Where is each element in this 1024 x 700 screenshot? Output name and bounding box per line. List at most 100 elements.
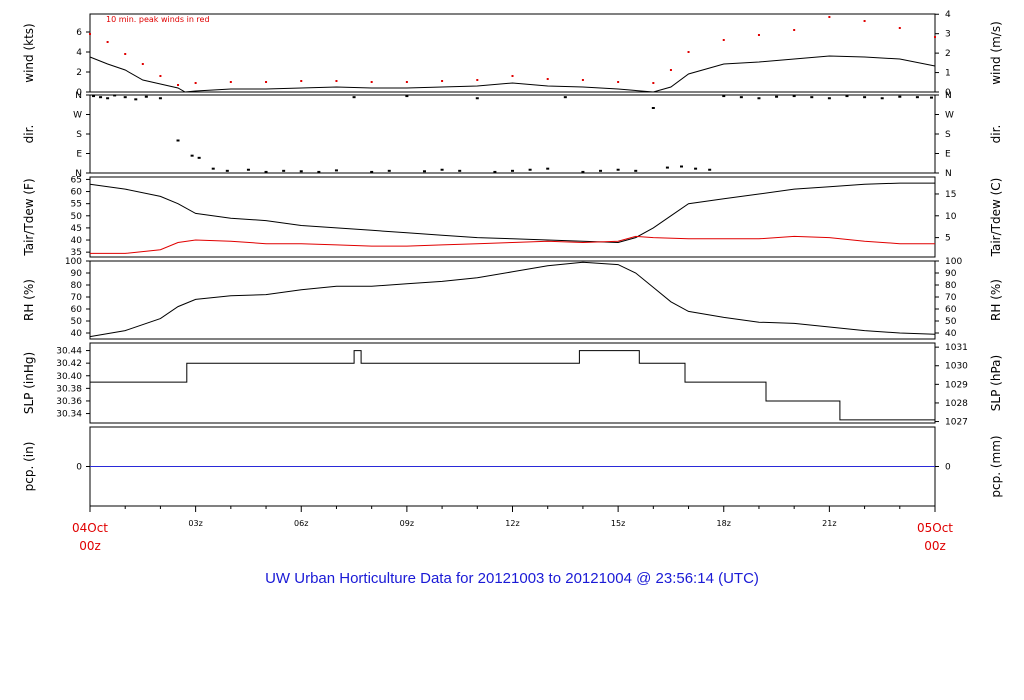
dir-point [581, 170, 585, 173]
wind-left-tick-label: 4 [76, 48, 82, 58]
dir-point [299, 170, 303, 173]
wind-left-tick-label: 2 [76, 68, 82, 78]
slp-right-tick-label: 1029 [945, 380, 968, 390]
footer-title: UW Urban Horticulture Data for 20121003 … [265, 570, 759, 587]
dir-point [863, 96, 867, 99]
wind-right-tick-label: 1 [945, 69, 951, 79]
slp-ylabel-left: SLP (inHg) [22, 352, 36, 414]
wind-peak-point [722, 39, 725, 41]
temp-left-tick-label: 40 [71, 236, 83, 246]
wind-peak-point [89, 33, 91, 35]
wind-peak-point [934, 36, 936, 38]
slp-left-tick-label: 30.44 [56, 347, 82, 357]
slp-left-tick-label: 30.36 [56, 397, 82, 407]
dir-point [92, 95, 96, 98]
dir-point [708, 168, 712, 171]
dir-left-tick-label: N [75, 91, 82, 101]
pcp-ylabel-right: pcp. (mm) [989, 435, 1003, 497]
wind-peak-point [476, 79, 479, 81]
x-tick-group: 03z 06z 09z 12z 15z 18z 21z [89, 506, 936, 528]
dir-left-tick-label: N [75, 169, 82, 179]
wind-peak-point [300, 80, 303, 82]
rh-ylabel-right: RH (%) [989, 279, 1003, 321]
slp-right-tick-label: 1030 [945, 362, 968, 372]
wind-right-tick-label: 0 [945, 88, 951, 98]
wind-peak-point [581, 79, 584, 81]
wind-peak-point [687, 51, 690, 53]
dir-point [680, 165, 683, 168]
dir-point [775, 95, 779, 98]
dir-point [599, 169, 603, 172]
slp-left-tick-label: 30.34 [56, 410, 82, 420]
dir-point [458, 169, 462, 172]
pcp-ylabel-left: pcp. (in) [22, 442, 36, 492]
temp-left-tick-label: 45 [71, 224, 82, 234]
dir-left-tick-label: E [76, 150, 82, 160]
rh-right-tick-label: 80 [945, 281, 957, 291]
slp-right-tick-label: 1031 [945, 343, 968, 353]
rh-panel: 40 50 60 70 80 90 100 40 50 60 70 80 90 100 RH (%) RH (… [22, 257, 1003, 340]
dir-point [616, 168, 620, 171]
dir-point [264, 170, 268, 173]
dir-point [722, 95, 726, 98]
x-tick-label: 15z [611, 519, 625, 528]
rh-left-tick-label: 50 [71, 317, 83, 327]
dir-point [792, 95, 796, 98]
temp-left-tick-label: 60 [71, 188, 83, 198]
wind-ylabel-right: wind (m/s) [989, 21, 1003, 85]
dir-point [929, 96, 933, 99]
wind-frame [89, 13, 936, 93]
x-tick-label: 03z [188, 519, 202, 528]
dir-point [387, 169, 391, 172]
slp-right-tick-label: 1028 [945, 399, 968, 409]
dir-point [106, 97, 110, 100]
dir-left-tick-label: W [73, 111, 82, 121]
rh-right-tick-label: 60 [945, 305, 957, 315]
dir-right-tick-label: S [945, 130, 951, 140]
dir-point [528, 168, 532, 171]
dir-right-tick-label: N [945, 91, 952, 101]
wind-series-line-1 [89, 55, 936, 93]
dir-point [651, 107, 655, 109]
rh-right-tick-label: 90 [945, 269, 957, 279]
rh-left-tick-label: 100 [65, 257, 82, 267]
slp-left-tick-label: 30.40 [56, 372, 82, 382]
dir-ylabel-left: dir. [22, 125, 36, 144]
temp-right-tick-label: 5 [945, 234, 951, 244]
rh-left-tick-label: 60 [71, 305, 83, 315]
x-tick-label: 12z [505, 519, 519, 528]
wind-peak-point [793, 29, 796, 31]
dir-point [546, 167, 550, 170]
slp-frame [89, 342, 936, 424]
x-tick-label: 18z [717, 519, 731, 528]
dir-point [211, 167, 215, 170]
x-tick-label: 06z [294, 519, 308, 528]
dir-point [440, 168, 444, 171]
dir-point [915, 96, 919, 99]
rh-ylabel-left: RH (%) [22, 279, 36, 321]
x-start-date: 04Oct [72, 521, 108, 535]
slp-right-tick-label: 1027 [945, 418, 968, 428]
wind-peak-point [441, 80, 444, 82]
dir-right-tick-label: W [945, 111, 954, 121]
wind-peak-point [124, 53, 127, 55]
wind-peak-point [370, 81, 373, 83]
x-axis: 03z 06z 09z 12z 15z 18z 21z 04Oct 00z 05Oct 00… [72, 505, 953, 553]
rh-left-tick-label: 90 [71, 269, 83, 279]
x-start-hour: 00z [79, 539, 101, 553]
dir-point [123, 96, 127, 99]
rh-right-tick-label: 40 [945, 329, 957, 339]
x-tick-label: 21z [822, 519, 836, 528]
wind-left-tick-label: 0 [76, 88, 82, 98]
wind-left-tick-label: 6 [76, 28, 82, 38]
temp-panel: 35 40 45 50 55 60 65 5 10 15 Tair/Tdew (F) Tair/Tde… [22, 175, 1003, 258]
dir-point [176, 139, 180, 142]
dir-point [634, 169, 638, 172]
temp-frame [89, 176, 936, 258]
wind-right-tick-label: 4 [945, 10, 951, 20]
wind-right-tick-label: 2 [945, 49, 951, 59]
temp-right-tick-label: 15 [945, 190, 956, 200]
dir-point [197, 156, 201, 159]
wind-peak-point [863, 20, 866, 22]
